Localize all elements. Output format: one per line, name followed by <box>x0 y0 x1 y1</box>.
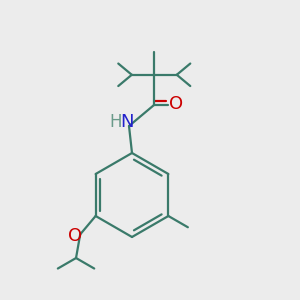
Text: H: H <box>109 113 122 131</box>
Text: O: O <box>169 95 183 113</box>
Text: N: N <box>121 113 134 131</box>
Text: O: O <box>68 227 83 245</box>
